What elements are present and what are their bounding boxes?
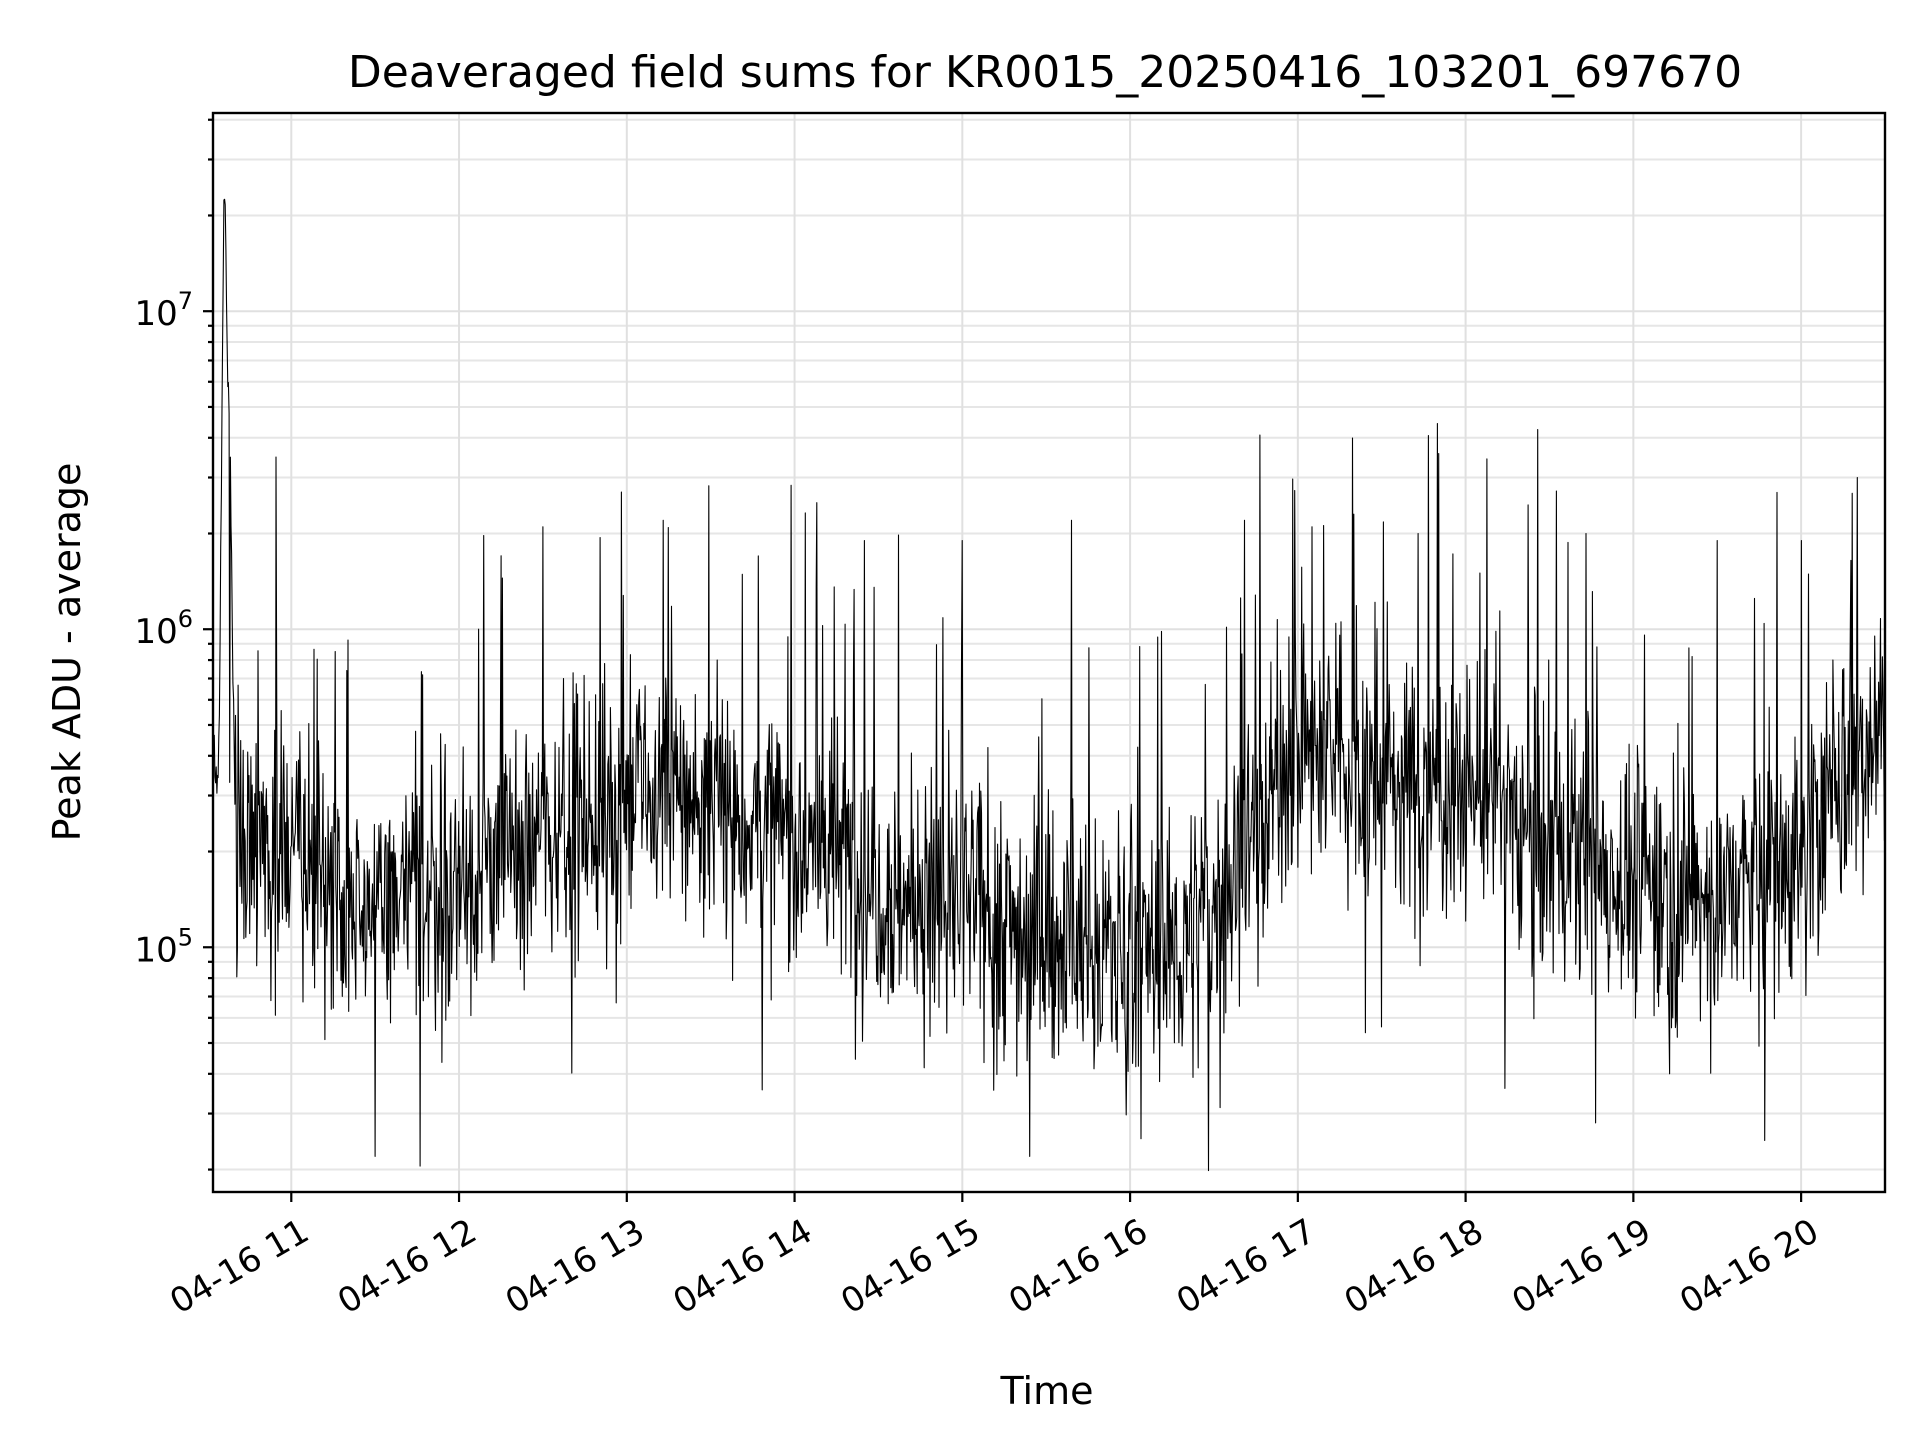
chart-title: Deaveraged field sums for KR0015_2025041… [348,47,1742,98]
y-tick-label: 106 [134,605,193,652]
x-tick-label: 04-16 14 [667,1211,819,1322]
y-axis: 105 106 107 [134,118,213,1171]
gridlines [213,113,1885,1192]
plot-area [212,198,1886,1172]
x-tick-label: 04-16 20 [1673,1211,1825,1322]
x-axis-label: Time [1000,1369,1094,1413]
x-axis: 04-16 11 04-16 12 04-16 13 04-16 14 04-16 15… [163,1192,1826,1322]
plot-frame [211,111,1887,1194]
x-tick-label: 04-16 19 [1505,1211,1657,1322]
x-tick-label: 04-16 17 [1170,1211,1322,1322]
y-tick-label: 107 [134,287,193,334]
x-tick-label: 04-16 16 [1002,1211,1154,1322]
x-tick-label: 04-16 11 [163,1211,315,1322]
y-tick-label: 105 [134,923,193,970]
y-axis-label: Peak ADU - average [45,463,89,842]
x-tick-label: 04-16 13 [499,1211,651,1322]
x-tick-label: 04-16 12 [331,1211,483,1322]
x-tick-label: 04-16 18 [1338,1211,1490,1322]
series-line [212,198,1886,1172]
x-tick-label: 04-16 15 [834,1211,986,1322]
